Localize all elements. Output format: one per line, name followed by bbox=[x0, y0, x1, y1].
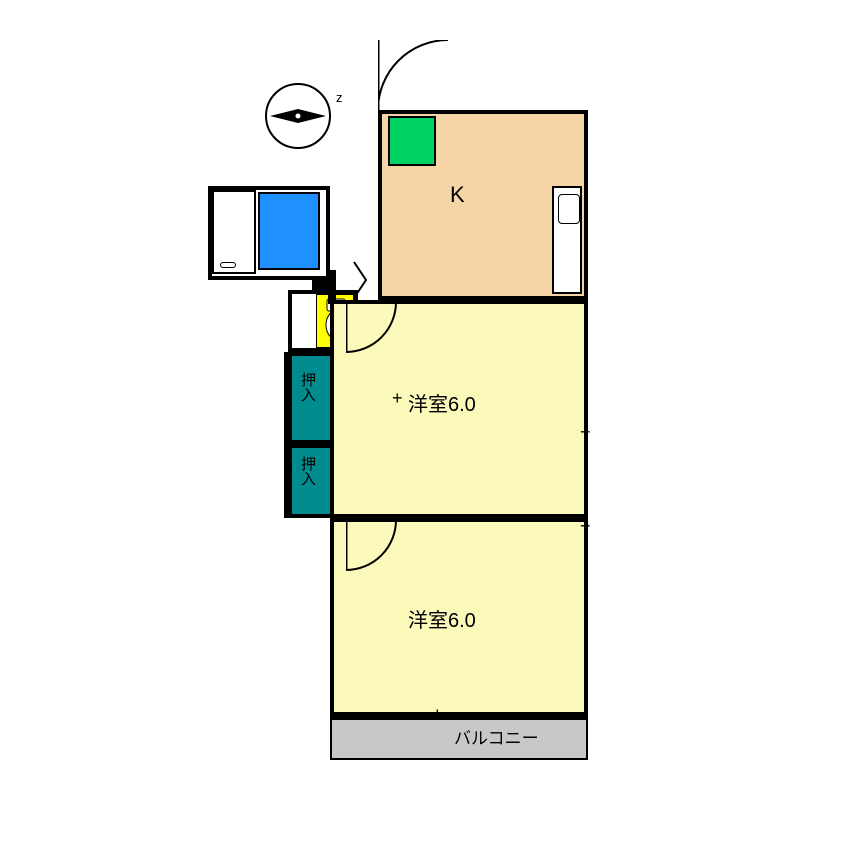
compass-icon bbox=[264, 82, 332, 150]
compass-north-label: z bbox=[336, 90, 343, 105]
marker-3: + bbox=[580, 516, 591, 537]
kitchen-label: K bbox=[450, 182, 465, 208]
laundry-handle bbox=[220, 262, 236, 268]
marker-2: + bbox=[580, 422, 591, 443]
kitchen-counter bbox=[552, 186, 582, 294]
balcony-label: バルコニー bbox=[454, 724, 539, 749]
marker-4: + bbox=[432, 704, 443, 725]
kitchen-left-wall bbox=[328, 270, 336, 304]
room1-label: 洋室6.0 bbox=[408, 388, 476, 417]
laundry-box bbox=[212, 190, 256, 274]
closet2-label: 押入 bbox=[297, 456, 318, 486]
closet-left-wall bbox=[284, 352, 292, 518]
room2-door-arc bbox=[346, 520, 406, 580]
entrance-box bbox=[388, 116, 436, 166]
marker-1: + bbox=[392, 388, 403, 409]
closet1-label: 押入 bbox=[297, 372, 318, 402]
floorplan-canvas: z K 洋室6.0 洋室6.0 押入 押入 bbox=[0, 0, 846, 846]
room1-door-arc bbox=[346, 302, 406, 362]
bath-room bbox=[258, 192, 320, 270]
entrance-door-arc bbox=[378, 40, 458, 120]
toilet-door-icon bbox=[352, 260, 378, 300]
room2-label: 洋室6.0 bbox=[408, 604, 476, 633]
